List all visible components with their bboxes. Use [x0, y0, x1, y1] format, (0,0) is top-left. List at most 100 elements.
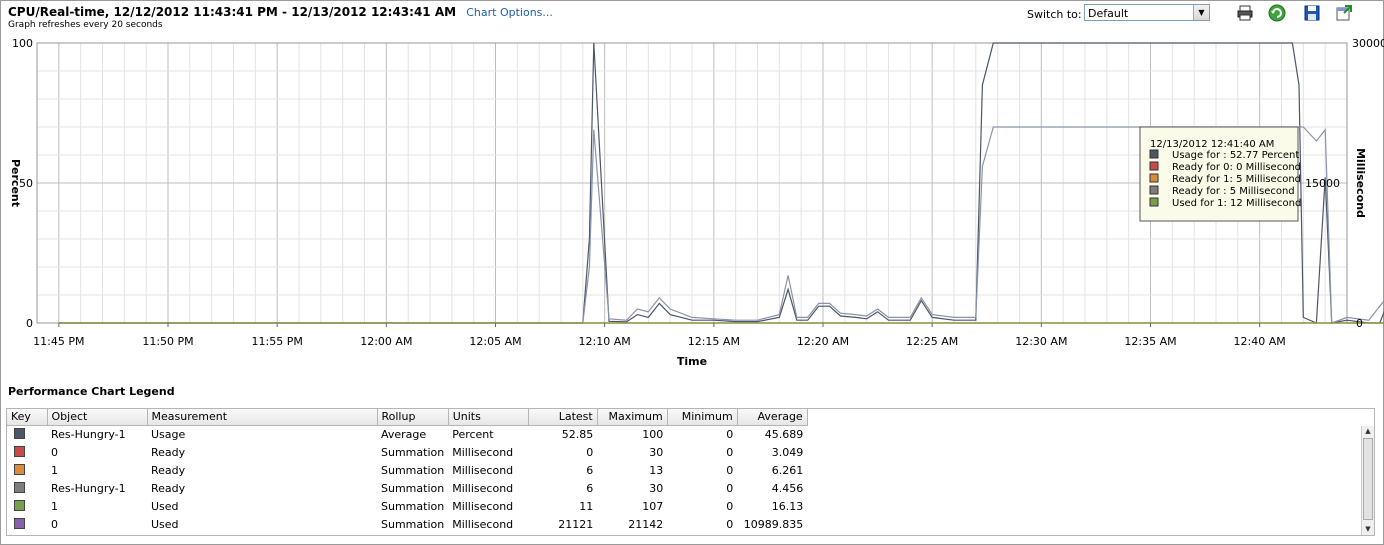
- legend-cell: 0: [51, 446, 58, 459]
- x-tick-label: 12:15 AM: [688, 335, 740, 348]
- legend-cell: 1: [51, 500, 58, 513]
- legend-cell: 11: [579, 500, 594, 513]
- legend-cell: 0: [726, 428, 734, 441]
- legend-cell: 16.13: [771, 500, 804, 513]
- legend-cell: Summation: [381, 518, 445, 531]
- col-object[interactable]: Object: [47, 409, 148, 426]
- legend-row[interactable]: 1 Ready Summation Millisecond 6 13 0 6.261: [7, 462, 807, 480]
- col-rollup[interactable]: Rollup: [377, 409, 449, 426]
- tooltip-time: 12/13/2012 12:41:40 AM: [1150, 139, 1274, 150]
- legend-cell: 100: [642, 428, 664, 441]
- col-average[interactable]: Average: [737, 409, 808, 426]
- tooltip-row: Used for 1: 12 Millisecond: [1172, 198, 1301, 209]
- legend-swatch: [14, 517, 25, 529]
- tooltip-swatch: [1149, 149, 1159, 159]
- tooltip-row: Usage for : 52.77 Percent: [1172, 150, 1299, 161]
- tooltip-swatch: [1149, 161, 1159, 171]
- col-maximum[interactable]: Maximum: [597, 409, 668, 426]
- legend-table: Key Object Measurement Rollup Units Late…: [7, 409, 808, 534]
- col-units[interactable]: Units: [448, 409, 529, 426]
- tooltip-row: Ready for 1: 5 Millisecond: [1172, 174, 1301, 185]
- scroll-up-icon[interactable]: ▲: [1365, 427, 1371, 435]
- scroll-down-icon[interactable]: ▼: [1365, 525, 1371, 533]
- popout-icon[interactable]: [1335, 4, 1353, 22]
- y-axis-label-right: Millisecond: [1354, 148, 1367, 218]
- legend-header-row: Key Object Measurement Rollup Units Late…: [7, 409, 808, 426]
- legend-key: [7, 425, 47, 444]
- x-tick-label: 12:30 AM: [1015, 335, 1067, 348]
- legend-cell: 30: [649, 446, 664, 459]
- chevron-down-icon[interactable]: ▼: [1193, 5, 1209, 20]
- legend-row[interactable]: 0 Used Summation Millisecond 21121 21142 0 1098…: [7, 516, 807, 534]
- legend-cell: 1: [51, 464, 58, 477]
- legend-cell: 45.689: [764, 428, 804, 441]
- legend-cell: 0: [726, 446, 734, 459]
- legend-cell: 4.456: [771, 482, 804, 495]
- switch-to-select[interactable]: Default ▼: [1084, 4, 1210, 21]
- legend-cell: 10989.835: [743, 518, 804, 531]
- save-icon[interactable]: [1303, 4, 1321, 22]
- legend-row[interactable]: 0 Ready Summation Millisecond 0 30 0 3.049: [7, 444, 807, 462]
- y-tick-right-15000: 15000: [1305, 177, 1340, 190]
- legend-title: Performance Chart Legend: [8, 385, 175, 398]
- tooltip-swatch: [1149, 185, 1159, 195]
- legend-swatch: [14, 445, 25, 457]
- legend-cell: Millisecond: [452, 518, 514, 531]
- y-tick-left-50: 50: [19, 177, 33, 190]
- legend-cell: 6: [586, 482, 594, 495]
- legend-cell: Used: [151, 500, 179, 513]
- legend-table-panel: Key Object Measurement Rollup Units Late…: [6, 408, 1375, 536]
- x-tick-label: 12:25 AM: [906, 335, 958, 348]
- legend-cell: Summation: [381, 482, 445, 495]
- col-measurement[interactable]: Measurement: [147, 409, 378, 426]
- legend-cell: 52.85: [561, 428, 594, 441]
- legend-cell: 0: [726, 464, 734, 477]
- col-latest[interactable]: Latest: [528, 409, 598, 426]
- legend-scrollbar[interactable]: ▲ ▼: [1361, 426, 1374, 535]
- legend-row[interactable]: Res-Hungry-1 Usage Average Percent 52.85 100 0…: [7, 425, 807, 444]
- legend-swatch: [14, 499, 25, 511]
- x-tick-label: 12:10 AM: [579, 335, 631, 348]
- series-line: [58, 126, 1384, 324]
- legend-cell: Millisecond: [452, 464, 514, 477]
- switch-to-value: Default: [1088, 7, 1129, 20]
- y-tick-right-30000: 30000: [1352, 37, 1384, 50]
- legend-cell: Average: [381, 428, 427, 441]
- legend-cell: 6.261: [771, 464, 804, 477]
- legend-cell: Used: [151, 518, 179, 531]
- legend-key: [7, 480, 47, 498]
- legend-cell: Ready: [151, 482, 186, 495]
- legend-body: Res-Hungry-1 Usage Average Percent 52.85 100 0…: [7, 425, 807, 534]
- scroll-thumb[interactable]: [1363, 438, 1373, 520]
- legend-cell: 13: [649, 464, 664, 477]
- print-icon[interactable]: [1236, 4, 1254, 22]
- legend-cell: 21121: [558, 518, 594, 531]
- legend-cell: 6: [586, 464, 594, 477]
- chart-grid: [37, 43, 1348, 323]
- legend-cell: Ready: [151, 446, 186, 459]
- y-tick-right-0: 0: [1356, 317, 1363, 330]
- x-tick-label: 12:00 AM: [360, 335, 412, 348]
- tooltip-row: Ready for 0: 0 Millisecond: [1172, 162, 1301, 173]
- refresh-note: Graph refreshes every 20 seconds: [8, 20, 163, 30]
- refresh-icon[interactable]: [1268, 4, 1286, 22]
- legend-swatch: [14, 463, 25, 475]
- legend-cell: 21142: [628, 518, 664, 531]
- legend-row[interactable]: 1 Used Summation Millisecond 11 107 0 16.13: [7, 498, 807, 516]
- y-axis-label-left: Percent: [9, 159, 22, 207]
- legend-row[interactable]: Res-Hungry-1 Ready Summation Millisecond 6 30…: [7, 480, 807, 498]
- chart-options-link[interactable]: Chart Options...: [466, 6, 553, 19]
- x-axis-label: Time: [677, 355, 707, 368]
- tooltip-swatch: [1149, 197, 1159, 207]
- legend-cell: Millisecond: [452, 446, 514, 459]
- legend-key: [7, 462, 47, 480]
- switch-to-label: Switch to:: [1027, 8, 1082, 21]
- col-key[interactable]: Key: [7, 409, 48, 426]
- legend-cell: Millisecond: [452, 500, 514, 513]
- col-minimum[interactable]: Minimum: [667, 409, 738, 426]
- legend-cell: Percent: [452, 428, 494, 441]
- legend-key: [7, 444, 47, 462]
- legend-cell: Millisecond: [452, 482, 514, 495]
- y-tick-left-0: 0: [26, 317, 33, 330]
- legend-swatch: [14, 427, 25, 439]
